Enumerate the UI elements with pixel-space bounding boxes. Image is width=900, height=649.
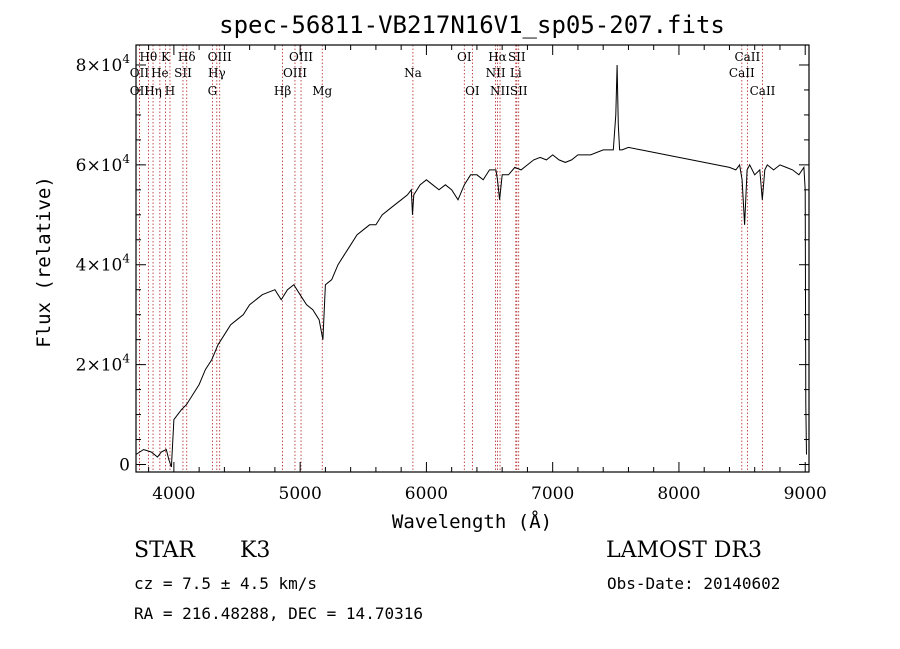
y-tick-mantissa: 8×10 [76,56,123,76]
spectral-line-label: CaII [750,84,776,98]
y-tick-label: 8×104 [76,52,131,76]
spectral-line-label: OII [130,84,150,98]
x-tick-label: 9000 [784,484,827,504]
y-tick-mantissa: 6×10 [76,156,123,176]
spectral-line-label: Hβ [274,84,291,98]
spectral-line-label: Hη [144,84,162,98]
spectral-line-label: NII [486,66,506,80]
spectral-line-label: SII [508,50,526,64]
spectral-line-label: Hδ [178,50,196,64]
x-tick-label: 4000 [152,484,195,504]
spectral-line-label: Mg [312,84,332,98]
spectral-line-label: NII [490,84,510,98]
spectral-line-label: He [151,66,169,80]
observation-date: Obs-Date: 20140602 [607,574,781,593]
object-subclass: K3 [240,538,271,563]
plot-frame [135,44,810,473]
coordinates: RA = 216.48288, DEC = 14.70316 [134,604,423,623]
chart-title: spec-56811-VB217N16V1_sp05-207.fits [219,11,725,39]
spectral-line-markers [139,45,763,472]
redshift-value: cz = 7.5 ± 4.5 km/s [134,574,318,593]
x-tick-label: 8000 [657,484,700,504]
y-axis-label: Flux (relative) [33,176,55,348]
spectral-line-label: SII [174,66,192,80]
y-tick-mantissa: 4×10 [76,256,123,276]
spectral-line-label: Hγ [208,66,226,80]
y-tick-label: 4×104 [76,252,131,276]
spectral-line-label: OIII [289,50,313,64]
y-tick-exponent: 4 [122,52,130,66]
spectral-line-label: OIII [283,66,307,80]
spectral-line-label: OI [457,50,472,64]
y-tick-label: 0 [119,456,130,476]
x-axis-label: Wavelength (Å) [392,510,552,533]
y-tick-mantissa: 0 [119,456,130,476]
y-tick-label: 2×104 [76,352,131,376]
spectral-line-label: H [165,84,175,98]
flux-series-line [135,64,807,468]
spectral-line-label: Hθ [140,50,158,64]
y-tick-label: 6×104 [76,152,131,176]
y-tick-exponent: 4 [122,152,130,166]
spectral-line-label: OI [465,84,480,98]
x-tick-label: 5000 [279,484,322,504]
x-tick-label: 6000 [405,484,448,504]
survey-name: LAMOST DR3 [606,538,762,563]
y-tick-exponent: 4 [122,252,130,266]
y-tick-exponent: 4 [122,352,130,366]
spectral-line-label: OII [130,66,150,80]
y-tick-mantissa: 2×10 [76,356,123,376]
spectral-line-label: K [161,50,171,64]
spectral-line-label: Li [510,66,522,80]
spectral-line-label: OIII [208,50,232,64]
x-axis-ticks: 4000 5000 6000 7000 8000 9000 [148,45,827,504]
spectral-line-label: G [208,84,218,98]
spectral-line-label: Na [404,66,422,80]
x-tick-label: 7000 [531,484,574,504]
spectral-line-label: SII [510,84,528,98]
object-class: STAR [134,538,195,563]
spectral-line-label: CaII [729,66,755,80]
spectral-line-label: Hα [488,50,507,64]
spectral-line-label: CaII [734,50,760,64]
